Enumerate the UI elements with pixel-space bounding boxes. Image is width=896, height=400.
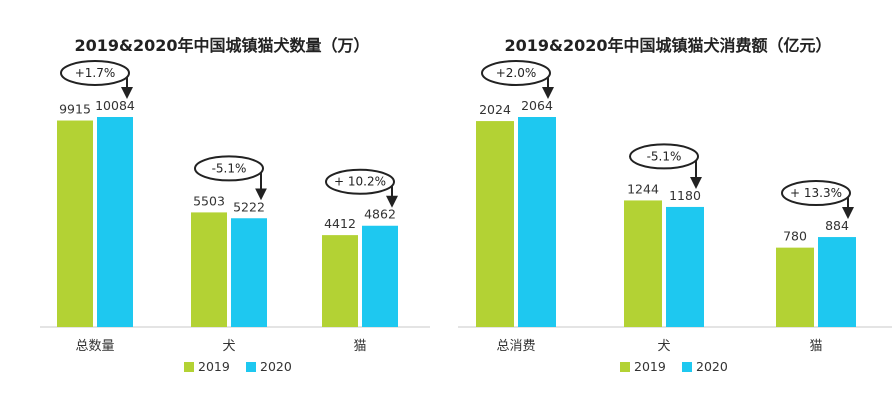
bar-2020-1: [231, 218, 267, 327]
pet-count-chart-svg: 2019&2020年中国城镇猫犬数量（万） 9915 10084 总数量 +1.7% 55…: [40, 36, 430, 374]
legend-label: 2020: [260, 359, 292, 374]
chart-title: 2019&2020年中国城镇猫犬数量（万）: [74, 36, 369, 55]
data-label: 5503: [193, 193, 225, 208]
bar-2019-1: [624, 200, 662, 327]
data-label: 2024: [479, 102, 511, 117]
data-label: 4862: [364, 207, 396, 222]
legend-label: 2020: [696, 359, 728, 374]
growth-annotation: + 10.2%: [325, 168, 398, 208]
growth-ellipse: [60, 60, 130, 86]
legend-swatch-2020: [682, 362, 692, 372]
growth-label: + 13.3%: [790, 186, 842, 200]
bar-2020-2: [362, 225, 398, 327]
data-label: 10084: [95, 98, 135, 113]
growth-ellipse: [781, 180, 851, 207]
category-label: 犬: [222, 339, 235, 354]
data-label: 4412: [324, 216, 356, 231]
bar-2020-0: [97, 117, 133, 327]
growth-ellipse: [629, 143, 699, 170]
bar-2020-2: [818, 237, 856, 327]
bar-2019-2: [322, 235, 358, 327]
category-label: 总数量: [75, 339, 114, 354]
growth-ellipse: [481, 60, 551, 86]
legend-swatch-2019: [620, 362, 630, 372]
growth-annotation: -5.1%: [194, 155, 267, 201]
category-label: 猫: [353, 339, 366, 354]
chart-title: 2019&2020年中国城镇猫犬消费额（亿元）: [504, 36, 831, 55]
bar-2020-0: [518, 117, 556, 327]
growth-label: +1.7%: [75, 66, 116, 80]
data-label: 9915: [59, 102, 91, 117]
growth-label: -5.1%: [212, 161, 247, 175]
growth-ellipse: [325, 168, 395, 195]
growth-label: +2.0%: [496, 66, 537, 80]
legend: 2019 2020: [184, 359, 292, 374]
bar-2019-0: [476, 121, 514, 328]
category-label: 猫: [809, 339, 822, 354]
growth-annotation: + 13.3%: [781, 180, 854, 220]
legend-swatch-2019: [184, 362, 194, 372]
pet-spending-chart: 2019&2020年中国城镇猫犬消费额（亿元） 2024 2064 总消费 +2.0% 1…: [448, 0, 896, 400]
legend: 2019 2020: [620, 359, 728, 374]
bar-2019-0: [57, 120, 93, 327]
bar-2019-2: [776, 247, 814, 327]
data-label: 2064: [521, 98, 553, 113]
data-label: 780: [783, 229, 807, 244]
data-label: 1244: [627, 181, 659, 196]
growth-label: + 10.2%: [334, 175, 386, 189]
data-label: 884: [825, 218, 849, 233]
growth-annotation: -5.1%: [629, 143, 702, 189]
growth-ellipse: [194, 155, 264, 182]
pet-spending-chart-svg: 2019&2020年中国城镇猫犬消费额（亿元） 2024 2064 总消费 +2.0% 1…: [458, 36, 892, 374]
legend-label: 2019: [198, 359, 230, 374]
growth-annotation: +2.0%: [481, 60, 554, 99]
pet-count-chart: 2019&2020年中国城镇猫犬数量（万） 9915 10084 总数量 +1.7% 55…: [0, 0, 440, 400]
legend-swatch-2020: [246, 362, 256, 372]
bar-2019-1: [191, 212, 227, 327]
category-label: 犬: [657, 339, 670, 354]
legend-label: 2019: [634, 359, 666, 374]
growth-label: -5.1%: [647, 149, 682, 163]
growth-annotation: +1.7%: [60, 60, 133, 99]
data-label: 5222: [233, 199, 265, 214]
category-label: 总消费: [496, 339, 535, 354]
data-label: 1180: [669, 188, 701, 203]
bar-2020-1: [666, 206, 704, 327]
